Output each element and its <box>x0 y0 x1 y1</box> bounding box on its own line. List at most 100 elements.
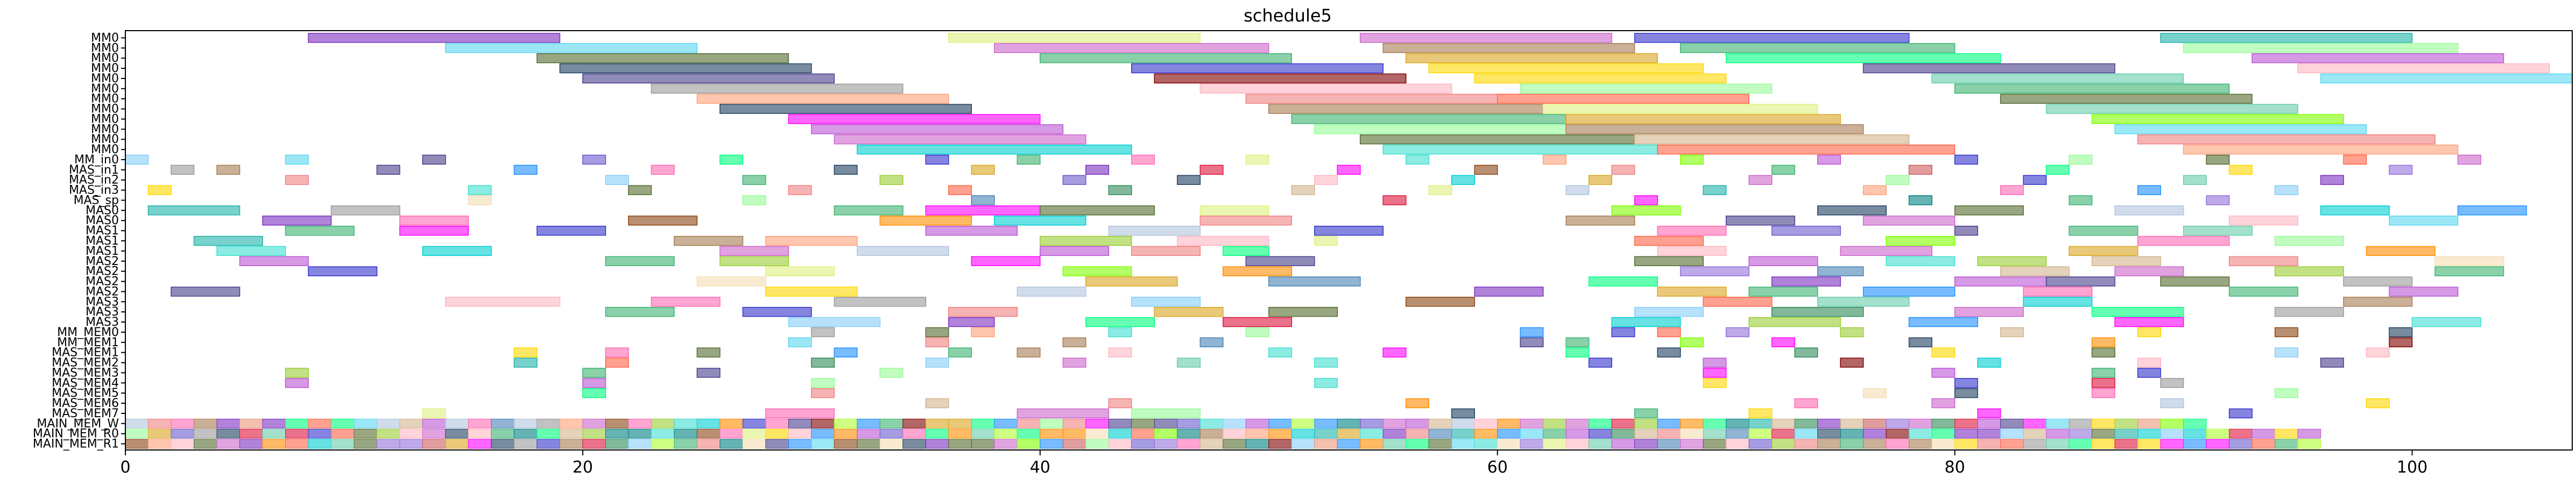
gantt-bar <box>2320 175 2344 185</box>
gantt-bar <box>857 418 880 428</box>
y-tick-label: MAS3 <box>86 295 119 309</box>
gantt-bar <box>1886 418 1910 428</box>
gantt-bar <box>788 428 812 439</box>
gantt-bar <box>171 165 195 175</box>
gantt-bar <box>971 439 995 449</box>
gantt-bar <box>376 439 400 449</box>
y-tick-label: MAS1 <box>86 245 119 258</box>
gantt-bar <box>308 439 331 449</box>
gantt-bar <box>1634 408 1658 419</box>
gantt-bar <box>1245 256 1315 266</box>
gantt-bar <box>2069 428 2093 439</box>
gantt-bar <box>1542 154 1566 165</box>
gantt-bar <box>994 428 1018 439</box>
gantt-bar <box>1657 287 1727 297</box>
gantt-bar <box>1199 205 1269 216</box>
gantt-bar <box>1657 246 1727 256</box>
gantt-bar <box>1611 428 1635 439</box>
y-tick-label: MAS3 <box>86 305 119 319</box>
gantt-bar <box>1085 418 1109 428</box>
gantt-bar <box>696 428 721 439</box>
gantt-bar <box>1108 185 1132 195</box>
gantt-bar <box>354 428 377 439</box>
y-tick-label: MM0 <box>91 82 119 96</box>
gantt-bar <box>628 418 652 428</box>
gantt-bar <box>1428 439 1452 449</box>
gantt-bar <box>513 439 538 449</box>
gantt-bar <box>834 428 858 439</box>
gantt-bar <box>1634 256 1704 266</box>
gantt-bar <box>925 225 1018 236</box>
gantt-bar <box>125 154 149 165</box>
gantt-bar <box>1040 428 1063 439</box>
gantt-bar <box>2137 428 2161 439</box>
gantt-bar <box>1223 246 1269 256</box>
gantt-bar <box>2343 154 2367 165</box>
gantt-bar <box>2114 439 2139 449</box>
gantt-bar <box>1954 378 1978 388</box>
gantt-bar <box>1748 287 1818 297</box>
gantt-bar <box>1794 398 1818 409</box>
gantt-bar <box>2228 216 2298 226</box>
gantt-bar <box>1040 439 1063 449</box>
gantt-bar <box>2137 235 2230 246</box>
gantt-bar <box>1428 428 1452 439</box>
gantt-bar <box>2366 246 2436 256</box>
gantt-bar <box>788 418 812 428</box>
gantt-bar <box>2366 347 2390 358</box>
gantt-bar <box>1657 439 1681 449</box>
gantt-bar <box>2183 175 2207 185</box>
y-tick-label: MM0 <box>91 62 119 75</box>
gantt-bar <box>468 195 492 205</box>
gantt-bar <box>628 439 652 449</box>
gantt-bar <box>879 428 904 439</box>
gantt-bar <box>1954 154 1978 165</box>
gantt-bar <box>1589 428 1612 439</box>
gantt-bar <box>1406 428 1429 439</box>
gantt-bar <box>742 428 766 439</box>
gantt-bar <box>674 235 744 246</box>
gantt-bar <box>147 205 241 216</box>
gantt-bar <box>1223 317 1293 327</box>
gantt-bar <box>948 347 972 358</box>
gantt-bar <box>1657 225 1727 236</box>
gantt-bar <box>399 439 423 449</box>
gantt-bar <box>2228 287 2298 297</box>
gantt-bar <box>216 428 240 439</box>
gantt-bar <box>2091 368 2115 378</box>
gantt-bar <box>1382 347 1407 358</box>
gantt-bar <box>537 418 560 428</box>
gantt-bar <box>1611 205 1681 216</box>
gantt-bar <box>765 408 835 419</box>
gantt-bar <box>2000 94 2253 104</box>
y-tick-label: MAS_MEM2 <box>52 356 119 370</box>
gantt-bar <box>2228 408 2253 419</box>
gantt-bar <box>1954 306 2024 317</box>
y-tick-label: MM0 <box>91 123 119 136</box>
gantt-bar <box>605 347 629 358</box>
gantt-bar <box>1451 418 1475 428</box>
gantt-bar <box>2160 428 2184 439</box>
gantt-bar <box>1405 297 1475 307</box>
gantt-bar <box>1977 358 2001 368</box>
gantt-bar <box>1359 134 1635 145</box>
gantt-bar <box>1360 418 1384 428</box>
gantt-bar <box>537 439 560 449</box>
y-tick-label: MM_MEM0 <box>57 326 119 339</box>
gantt-bar <box>2000 428 2024 439</box>
gantt-bar <box>262 216 332 226</box>
gantt-bar <box>1017 408 1110 419</box>
gantt-bar <box>2206 439 2230 449</box>
gantt-bar <box>1223 418 1246 428</box>
gantt-bar <box>1565 418 1590 428</box>
gantt-bar <box>925 439 949 449</box>
gantt-bar <box>948 439 972 449</box>
gantt-bar <box>2045 104 2298 114</box>
gantt-bar <box>1223 428 1246 439</box>
gantt-bar <box>2206 154 2230 165</box>
gantt-bar <box>2023 297 2093 307</box>
gantt-bar <box>1886 235 1956 246</box>
gantt-bar <box>285 368 309 378</box>
gantt-bar <box>513 347 538 358</box>
